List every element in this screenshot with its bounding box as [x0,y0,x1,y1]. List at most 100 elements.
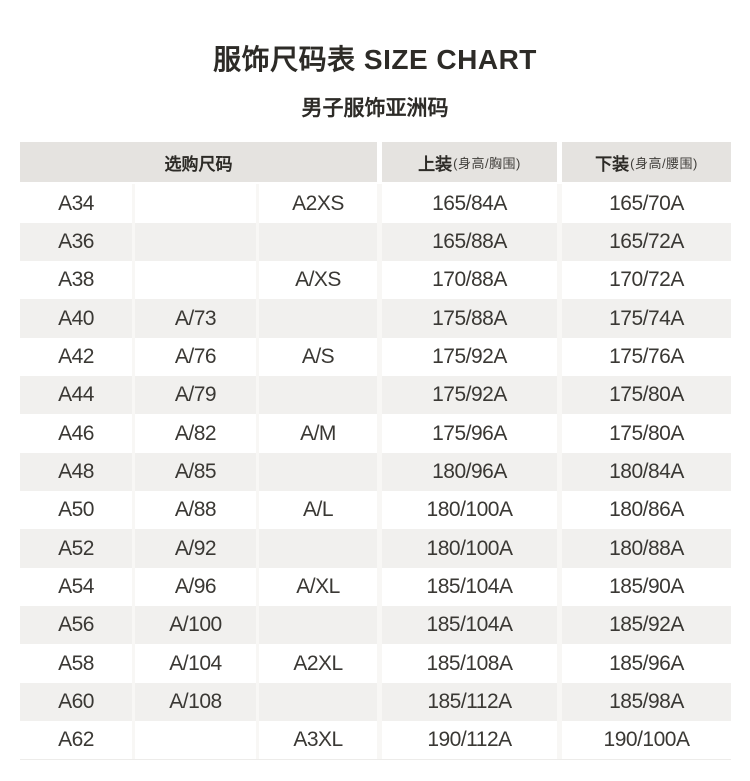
cell-a-code: A42 [20,337,135,377]
cell-letter-size [259,452,382,492]
cell-bottoms-height-waist: 180/88A [609,536,684,560]
page-title: 服饰尺码表 SIZE CHART [213,44,537,75]
cell-tops-height-chest: 180/100A [382,491,562,530]
page-subtitle: 男子服饰亚洲码 [301,97,449,121]
cell-bottoms-height-waist: 180/84A [609,459,684,483]
cell-letter-size: A2XS [259,184,382,223]
table-row: A58 A/104 A2XL 185/108A 185/96A [20,644,731,683]
cell-a-code: A56 [20,606,135,645]
table-row: A40 A/73 175/88A 175/74A [20,299,731,338]
header-tops-note: (身高/胸围) [453,155,521,171]
table-row: A50 A/88 A/L 180/100A 180/86A [20,491,731,530]
cell-letter-size [259,222,382,262]
table-row: A38 A/XS 170/88A 170/72A [20,261,731,300]
cell-a-code: A48 [20,452,135,492]
cell-tops-height-chest: 165/88A [382,222,562,262]
cell-tops-height-chest: 185/112A [382,682,562,722]
cell-letter-size [259,682,382,722]
cell-a-code: A46 [20,414,135,453]
cell-bottoms-height-waist: 170/72A [609,268,684,292]
table-row: A60 A/108 185/112A 185/98A [20,682,731,722]
table-row: A34 A2XS 165/84A 165/70A [20,184,731,223]
cell-numeric-size: A/76 [135,337,259,377]
cell-bottoms-height-waist: 185/96A [609,651,684,675]
cell-letter-size: A/XL [259,567,382,607]
cell-a-code: A40 [20,299,135,338]
table-row: A48 A/85 180/96A 180/84A [20,452,731,492]
cell-numeric-size: A/92 [135,529,259,568]
cell-letter-size [259,529,382,568]
table-row: A52 A/92 180/100A 180/88A [20,529,731,568]
cell-a-code: A36 [20,222,135,262]
cell-letter-size: A/S [259,337,382,377]
cell-numeric-size: A/79 [135,376,259,415]
cell-a-code: A54 [20,567,135,607]
table-row: A46 A/82 A/M 175/96A 175/80A [20,414,731,453]
cell-tops-height-chest: 185/108A [382,644,562,683]
cell-numeric-size [135,721,259,760]
cell-bottoms-height-waist: 175/76A [609,344,684,368]
cell-letter-size [259,606,382,645]
cell-bottoms-height-waist: 175/80A [609,421,684,445]
cell-bottoms-height-waist: 165/72A [609,229,684,253]
cell-numeric-size: A/96 [135,567,259,607]
cell-a-code: A52 [20,529,135,568]
cell-tops-height-chest: 190/112A [382,721,562,760]
header-bottoms-note: (身高/腰围) [630,155,698,171]
cell-numeric-size [135,222,259,262]
cell-a-code: A62 [20,721,135,760]
header-tops-label: 上装 [418,154,453,174]
cell-numeric-size [135,184,259,223]
table-row: A54 A/96 A/XL 185/104A 185/90A [20,567,731,607]
cell-tops-height-chest: 175/88A [382,299,562,338]
cell-letter-size: A/XS [259,261,382,300]
table-header-row: 选购尺码 上装 (身高/胸围) 下装 (身高/腰围) [20,142,731,183]
table-body: A34 A2XS 165/84A 165/70A A36 165/88A 165… [20,184,731,760]
cell-numeric-size: A/82 [135,414,259,453]
header-tops: 上装 (身高/胸围) [382,142,562,183]
cell-numeric-size: A/104 [135,644,259,683]
cell-tops-height-chest: 170/88A [382,261,562,300]
header-purchase-size: 选购尺码 [20,142,382,183]
table-row: A44 A/79 175/92A 175/80A [20,376,731,415]
cell-tops-height-chest: 185/104A [382,567,562,607]
cell-bottoms-height-waist: 185/90A [609,574,684,598]
header-bottoms-label: 下装 [595,154,630,174]
cell-letter-size: A2XL [259,644,382,683]
cell-numeric-size: A/100 [135,606,259,645]
size-table: 选购尺码 上装 (身高/胸围) 下装 (身高/腰围) A34 A2XS 165/84… [20,142,731,761]
cell-a-code: A60 [20,682,135,722]
table-row: A42 A/76 A/S 175/92A 175/76A [20,337,731,377]
table-row: A62 A3XL 190/112A 190/100A [20,721,731,760]
cell-bottoms-height-waist: 175/74A [609,306,684,330]
cell-tops-height-chest: 175/92A [382,337,562,377]
cell-bottoms-height-waist: 180/86A [609,498,684,522]
cell-letter-size: A/L [259,491,382,530]
cell-letter-size: A/M [259,414,382,453]
cell-numeric-size: A/108 [135,682,259,722]
cell-numeric-size: A/85 [135,452,259,492]
cell-bottoms-height-waist: 185/92A [609,613,684,637]
cell-tops-height-chest: 165/84A [382,184,562,223]
cell-a-code: A38 [20,261,135,300]
cell-a-code: A44 [20,376,135,415]
cell-bottoms-height-waist: 185/98A [609,689,684,713]
cell-letter-size: A3XL [259,721,382,760]
cell-tops-height-chest: 180/100A [382,529,562,568]
table-row: A36 165/88A 165/72A [20,222,731,262]
cell-numeric-size: A/73 [135,299,259,338]
cell-bottoms-height-waist: 175/80A [609,383,684,407]
table-row: A56 A/100 185/104A 185/92A [20,606,731,645]
cell-numeric-size: A/88 [135,491,259,530]
cell-tops-height-chest: 175/96A [382,414,562,453]
cell-tops-height-chest: 185/104A [382,606,562,645]
cell-a-code: A50 [20,491,135,530]
cell-letter-size [259,376,382,415]
header-bottoms: 下装 (身高/腰围) [562,142,731,182]
cell-bottoms-height-waist: 165/70A [609,191,684,215]
cell-bottoms-height-waist: 190/100A [603,728,690,752]
cell-letter-size [259,299,382,338]
cell-tops-height-chest: 175/92A [382,376,562,415]
cell-a-code: A58 [20,644,135,683]
